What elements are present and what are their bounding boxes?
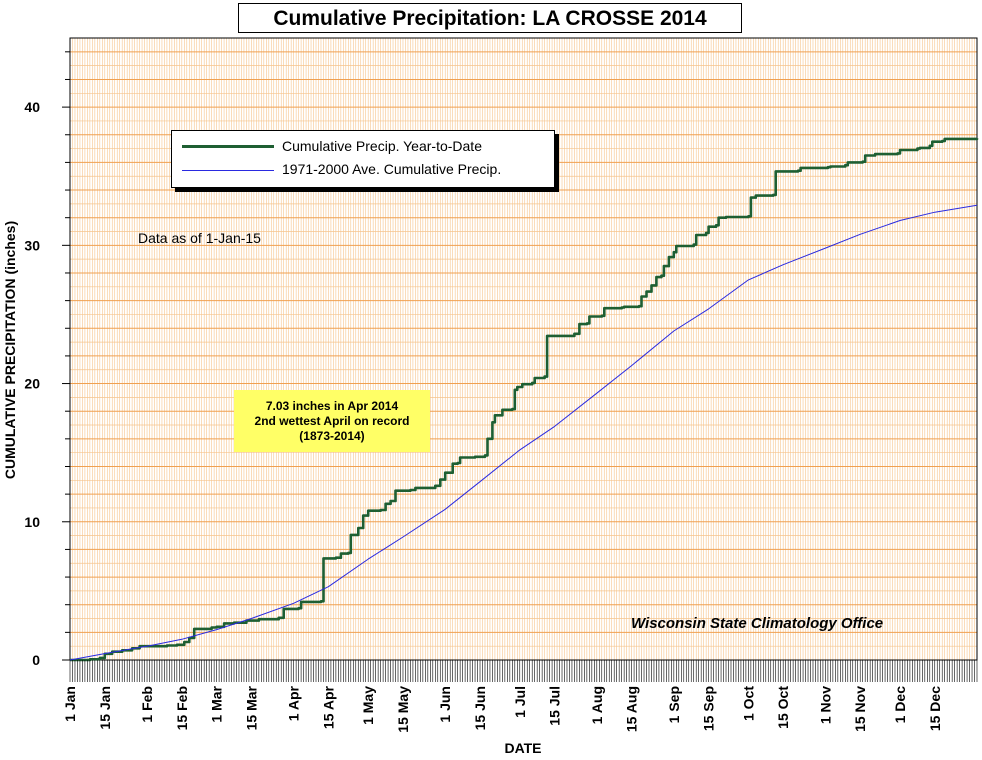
x-tick-label: 1 Jun — [437, 686, 453, 723]
y-tick-label: 0 — [32, 652, 40, 668]
x-tick-label: 1 Apr — [286, 685, 302, 721]
legend-swatch-average — [182, 170, 274, 171]
credit-text: Wisconsin State Climatology Office — [631, 615, 884, 632]
axes-layer — [69, 37, 978, 661]
chart-title: Cumulative Precipitation: LA CROSSE 2014 — [238, 3, 742, 33]
y-tick-label: 30 — [24, 237, 40, 253]
y-tick-label: 20 — [24, 376, 40, 392]
x-tick-label: 15 May — [395, 686, 411, 733]
x-axis-label: DATE — [504, 740, 541, 756]
x-tick-label: 15 Jun — [472, 686, 488, 730]
x-tick-label: 1 Jul — [512, 686, 528, 718]
april-note-line-1: 7.03 inches in Apr 2014 — [265, 398, 399, 413]
legend-label-average: 1971-2000 Ave. Cumulative Precip. — [282, 161, 502, 177]
series-layer — [69, 137, 979, 662]
y-tick-label: 40 — [24, 99, 40, 115]
legend-label-observed: Cumulative Precip. Year-to-Date — [282, 138, 482, 154]
x-tick-label: 1 Sep — [666, 686, 682, 723]
x-tick-label: 1 Feb — [139, 686, 155, 723]
x-tick-label: 1 Mar — [209, 685, 225, 722]
x-tick-label: 1 May — [360, 686, 376, 725]
april-record-annotation: 7.03 inches in Apr 2014 2nd wettest Apri… — [234, 390, 430, 452]
x-tick-label: 15 Oct — [775, 686, 791, 729]
series-line-average — [69, 204, 978, 661]
y-tick-label: 10 — [24, 514, 40, 530]
x-tick-label: 1 Oct — [740, 686, 756, 721]
x-tick-label: 15 Jan — [97, 686, 113, 730]
x-tick-label: 15 Aug — [624, 686, 640, 732]
x-tick-label: 1 Jan — [62, 686, 78, 722]
y-axis-label: CUMULATIVE PRECIPITATION (inches) — [2, 221, 18, 479]
legend-item-average: 1971-2000 Ave. Cumulative Precip. — [172, 160, 554, 180]
x-tick-label: 15 Dec — [927, 686, 943, 731]
plot-area-frame — [69, 37, 978, 661]
legend-swatch-observed — [182, 145, 274, 148]
x-tick-label: 15 Apr — [320, 685, 336, 729]
series-line-observed — [70, 137, 979, 662]
legend-item-observed: Cumulative Precip. Year-to-Date — [172, 137, 554, 157]
x-tick-label: 1 Aug — [589, 686, 605, 724]
ticks-layer: 0 10 20 30 40 1 Jan 15 Jan 1 Feb 15 Feb 1 Mar 15 M… — [24, 51, 978, 733]
data-as-of-note: Data as of 1-Jan-15 — [138, 230, 261, 246]
april-note-line-3: (1873-2014) — [299, 428, 365, 443]
x-tick-label: 1 Nov — [817, 686, 833, 724]
legend: Cumulative Precip. Year-to-Date 1971-200… — [171, 130, 555, 188]
x-tick-label: 15 Sep — [701, 686, 717, 731]
x-tick-label: 15 Nov — [852, 686, 868, 732]
x-tick-label: 15 Feb — [174, 686, 190, 730]
x-tick-label: 1 Dec — [892, 686, 908, 724]
x-tick-label: 15 Jul — [547, 686, 563, 726]
april-note-line-2: 2nd wettest April on record — [254, 413, 410, 428]
x-tick-label: 15 Mar — [243, 685, 259, 730]
